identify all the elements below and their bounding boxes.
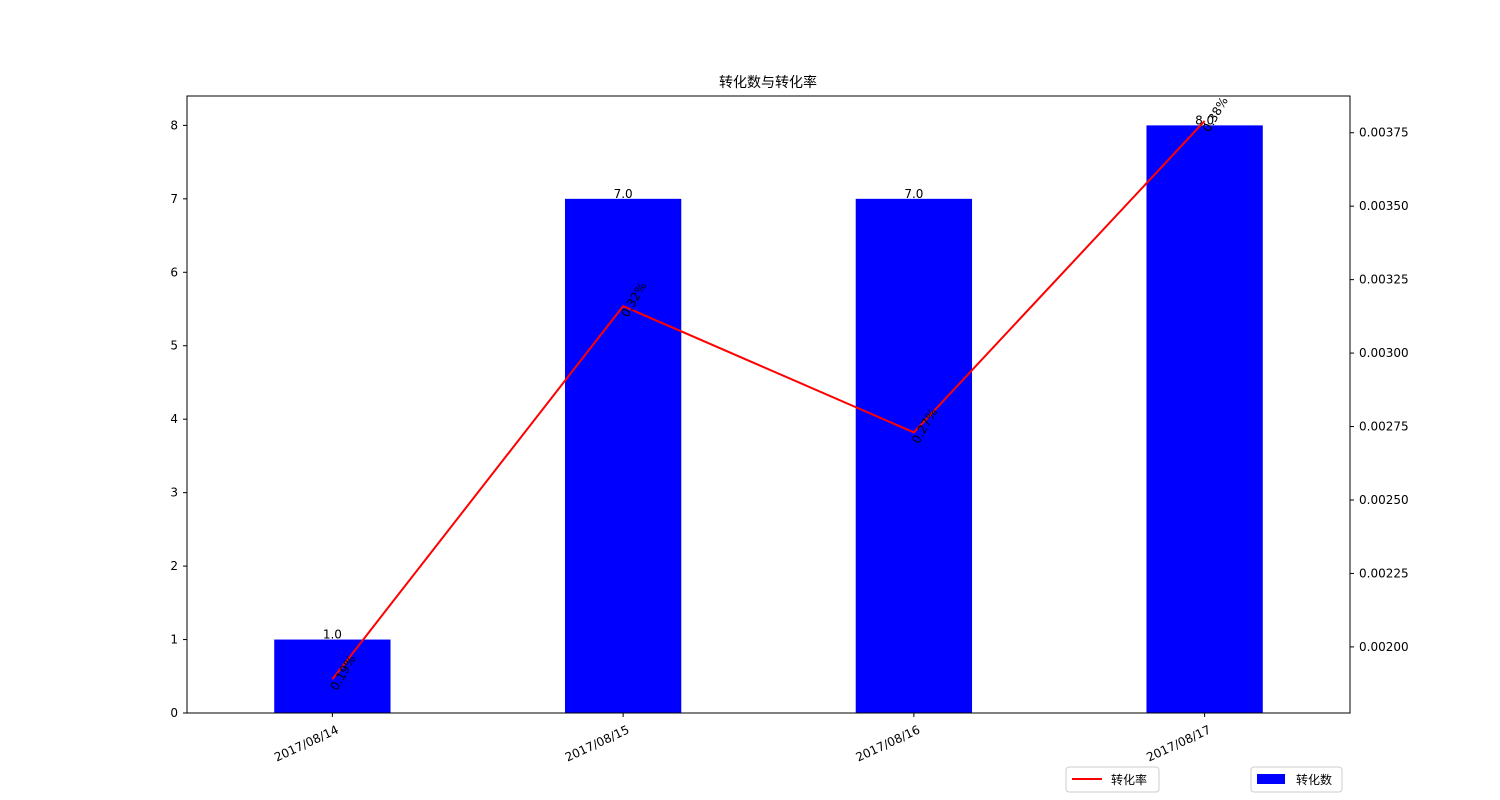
legend-line-label: 转化率 xyxy=(1111,772,1147,787)
y-right-tick-label: 0.00200 xyxy=(1359,640,1409,654)
y-left-tick-label: 2 xyxy=(170,559,178,573)
line-labels: 0.19%0.32%0.27%0.38% xyxy=(327,94,1230,692)
line-series xyxy=(331,120,1206,680)
bar-value-label: 7.0 xyxy=(614,187,633,201)
bar xyxy=(1146,125,1263,713)
y-left-tick-label: 0 xyxy=(170,706,178,720)
legend-bar-box xyxy=(1250,766,1343,793)
bar xyxy=(274,639,391,713)
y-right-tick-label: 0.00375 xyxy=(1359,126,1409,140)
y-right-tick-label: 0.00325 xyxy=(1359,273,1409,287)
x-tick-label: 2017/08/16 xyxy=(854,723,923,765)
y-right-tick-label: 0.00225 xyxy=(1359,566,1409,580)
line-path xyxy=(331,120,1206,680)
bar-series xyxy=(274,125,1263,714)
y-axis-left: 0 1 2 3 4 5 6 7 8 xyxy=(170,118,187,720)
legend-bar: 转化数 xyxy=(1250,766,1343,793)
legend-line: 转化率 xyxy=(1065,766,1160,793)
x-tick-label: 2017/08/15 xyxy=(563,723,632,765)
bar-value-label: 8.0 xyxy=(1195,113,1214,127)
x-tick-label: 2017/08/14 xyxy=(272,723,341,765)
y-left-tick-label: 7 xyxy=(170,192,178,206)
legend-bar-label: 转化数 xyxy=(1296,772,1332,787)
y-left-tick-label: 3 xyxy=(170,486,178,500)
y-right-tick-label: 0.00250 xyxy=(1359,493,1409,507)
x-axis: 2017/08/14 2017/08/15 2017/08/16 2017/08/17 xyxy=(272,713,1213,765)
chart-title: 转化数与转化率 xyxy=(719,74,817,91)
y-right-tick-label: 0.00350 xyxy=(1359,199,1409,213)
bar xyxy=(564,198,682,714)
bar-value-label: 7.0 xyxy=(904,187,923,201)
bar xyxy=(855,198,973,714)
y-right-tick-label: 0.00300 xyxy=(1359,346,1409,360)
bar-value-label: 1.0 xyxy=(323,628,342,642)
plot-frame xyxy=(186,95,1351,714)
bar-labels: 1.0 7.0 7.0 8.0 xyxy=(323,113,1214,641)
y-left-tick-label: 5 xyxy=(170,339,178,353)
y-left-tick-label: 6 xyxy=(170,265,178,279)
legend-line-box xyxy=(1065,766,1160,793)
x-tick-label: 2017/08/17 xyxy=(1144,723,1213,765)
y-right-tick-label: 0.00275 xyxy=(1359,420,1409,434)
legend-bar-swatch xyxy=(1257,774,1285,784)
y-left-tick-label: 8 xyxy=(170,118,178,132)
y-left-tick-label: 4 xyxy=(170,412,178,426)
y-axis-right: 0.00200 0.00225 0.00250 0.00275 0.00300 0.003… xyxy=(1350,126,1409,654)
y-left-tick-label: 1 xyxy=(170,633,178,647)
